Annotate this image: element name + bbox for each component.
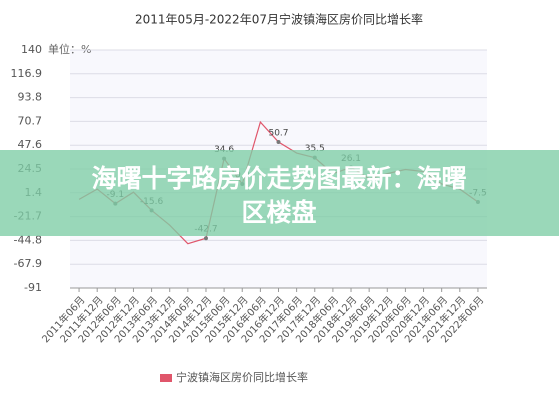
y-tick-label: 47.6 — [18, 138, 43, 151]
y-tick-label: 140 — [21, 43, 42, 56]
y-tick-label: -44.8 — [14, 233, 42, 246]
legend-swatch — [160, 374, 172, 382]
banner — [0, 150, 559, 236]
y-tick-label: 116.9 — [11, 67, 43, 80]
legend-label: 宁波镇海区房价同比增长率 — [176, 370, 308, 384]
y-unit: 单位：% — [48, 42, 91, 56]
y-tick-label: 70.7 — [18, 114, 43, 127]
point — [203, 236, 208, 241]
data-label: 35.5 — [305, 144, 325, 154]
banner-text: 海曙十字路房价走势图最新：海曙 — [91, 164, 466, 193]
y-tick-label: -67.9 — [14, 257, 42, 270]
chart-title: 2011年05月-2022年07月宁波镇海区房价同比增长率 — [135, 12, 423, 27]
point — [276, 140, 281, 145]
y-tick-label: -91 — [24, 281, 42, 294]
y-tick-label: 93.8 — [18, 91, 43, 104]
banner-text: 区楼盘 — [241, 198, 316, 227]
data-label: 50.7 — [268, 129, 288, 139]
